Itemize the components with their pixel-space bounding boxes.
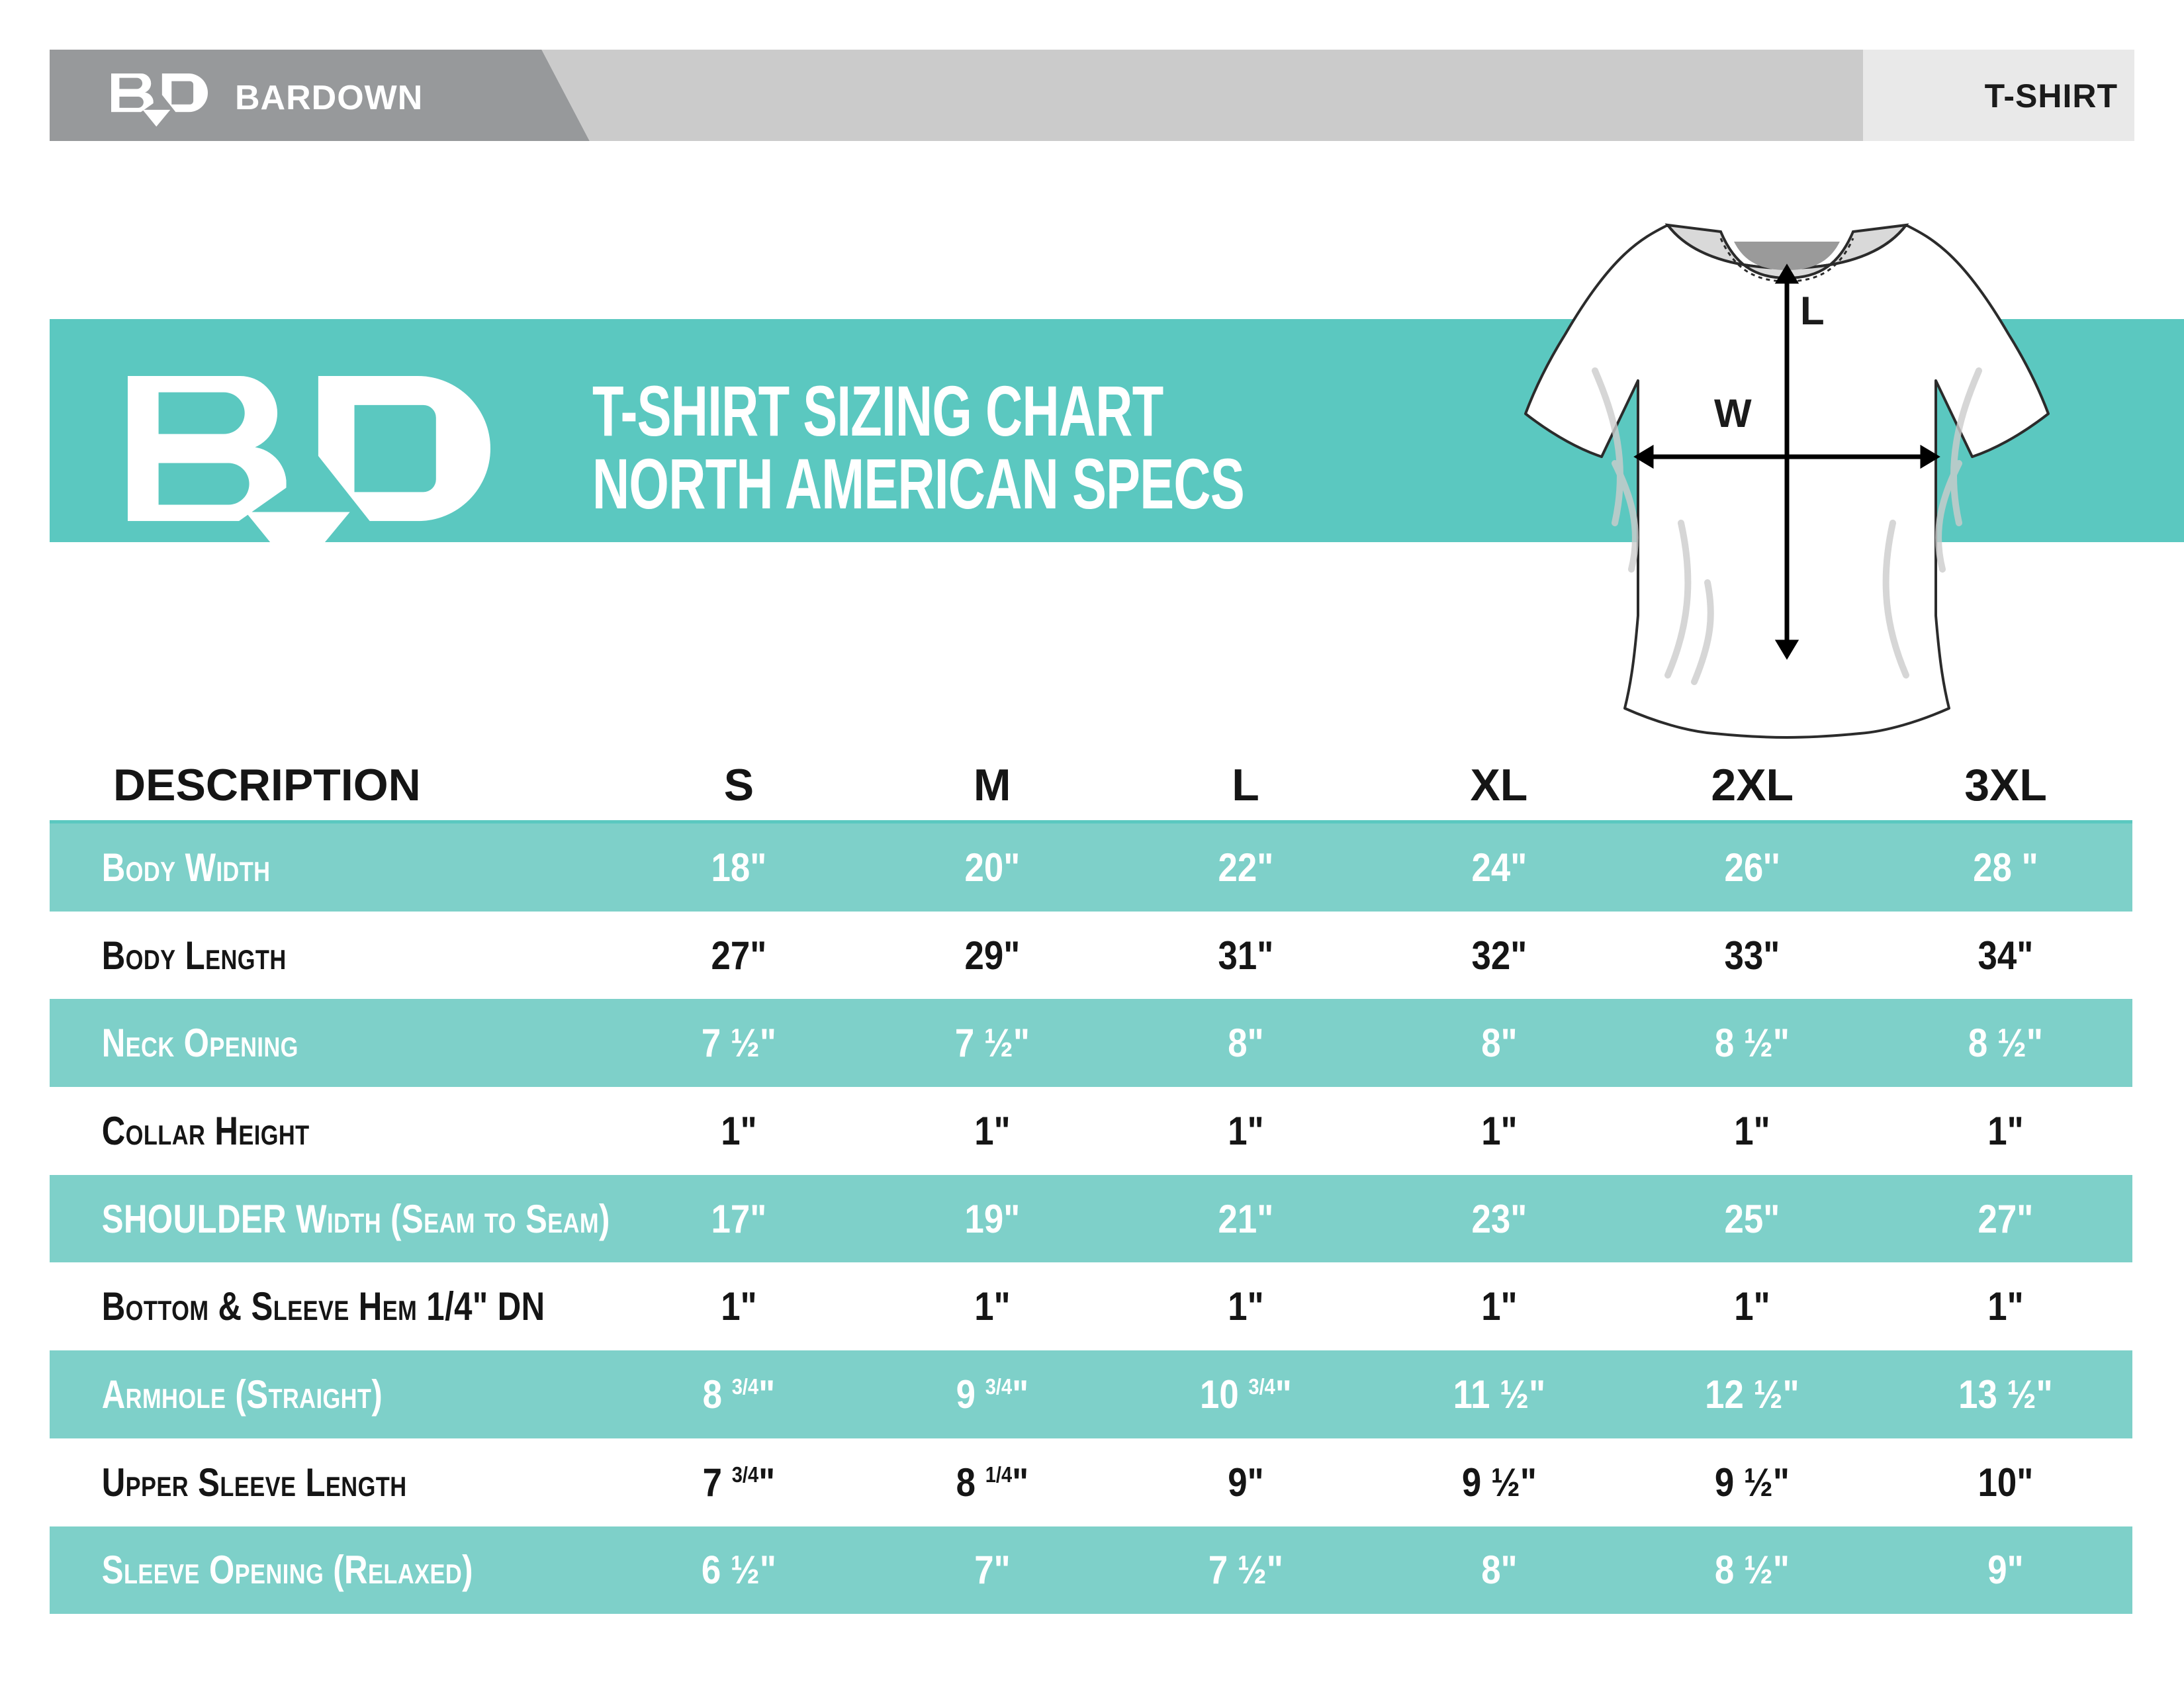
svg-text:L: L [1800,289,1825,333]
svg-text:W: W [1714,391,1752,436]
